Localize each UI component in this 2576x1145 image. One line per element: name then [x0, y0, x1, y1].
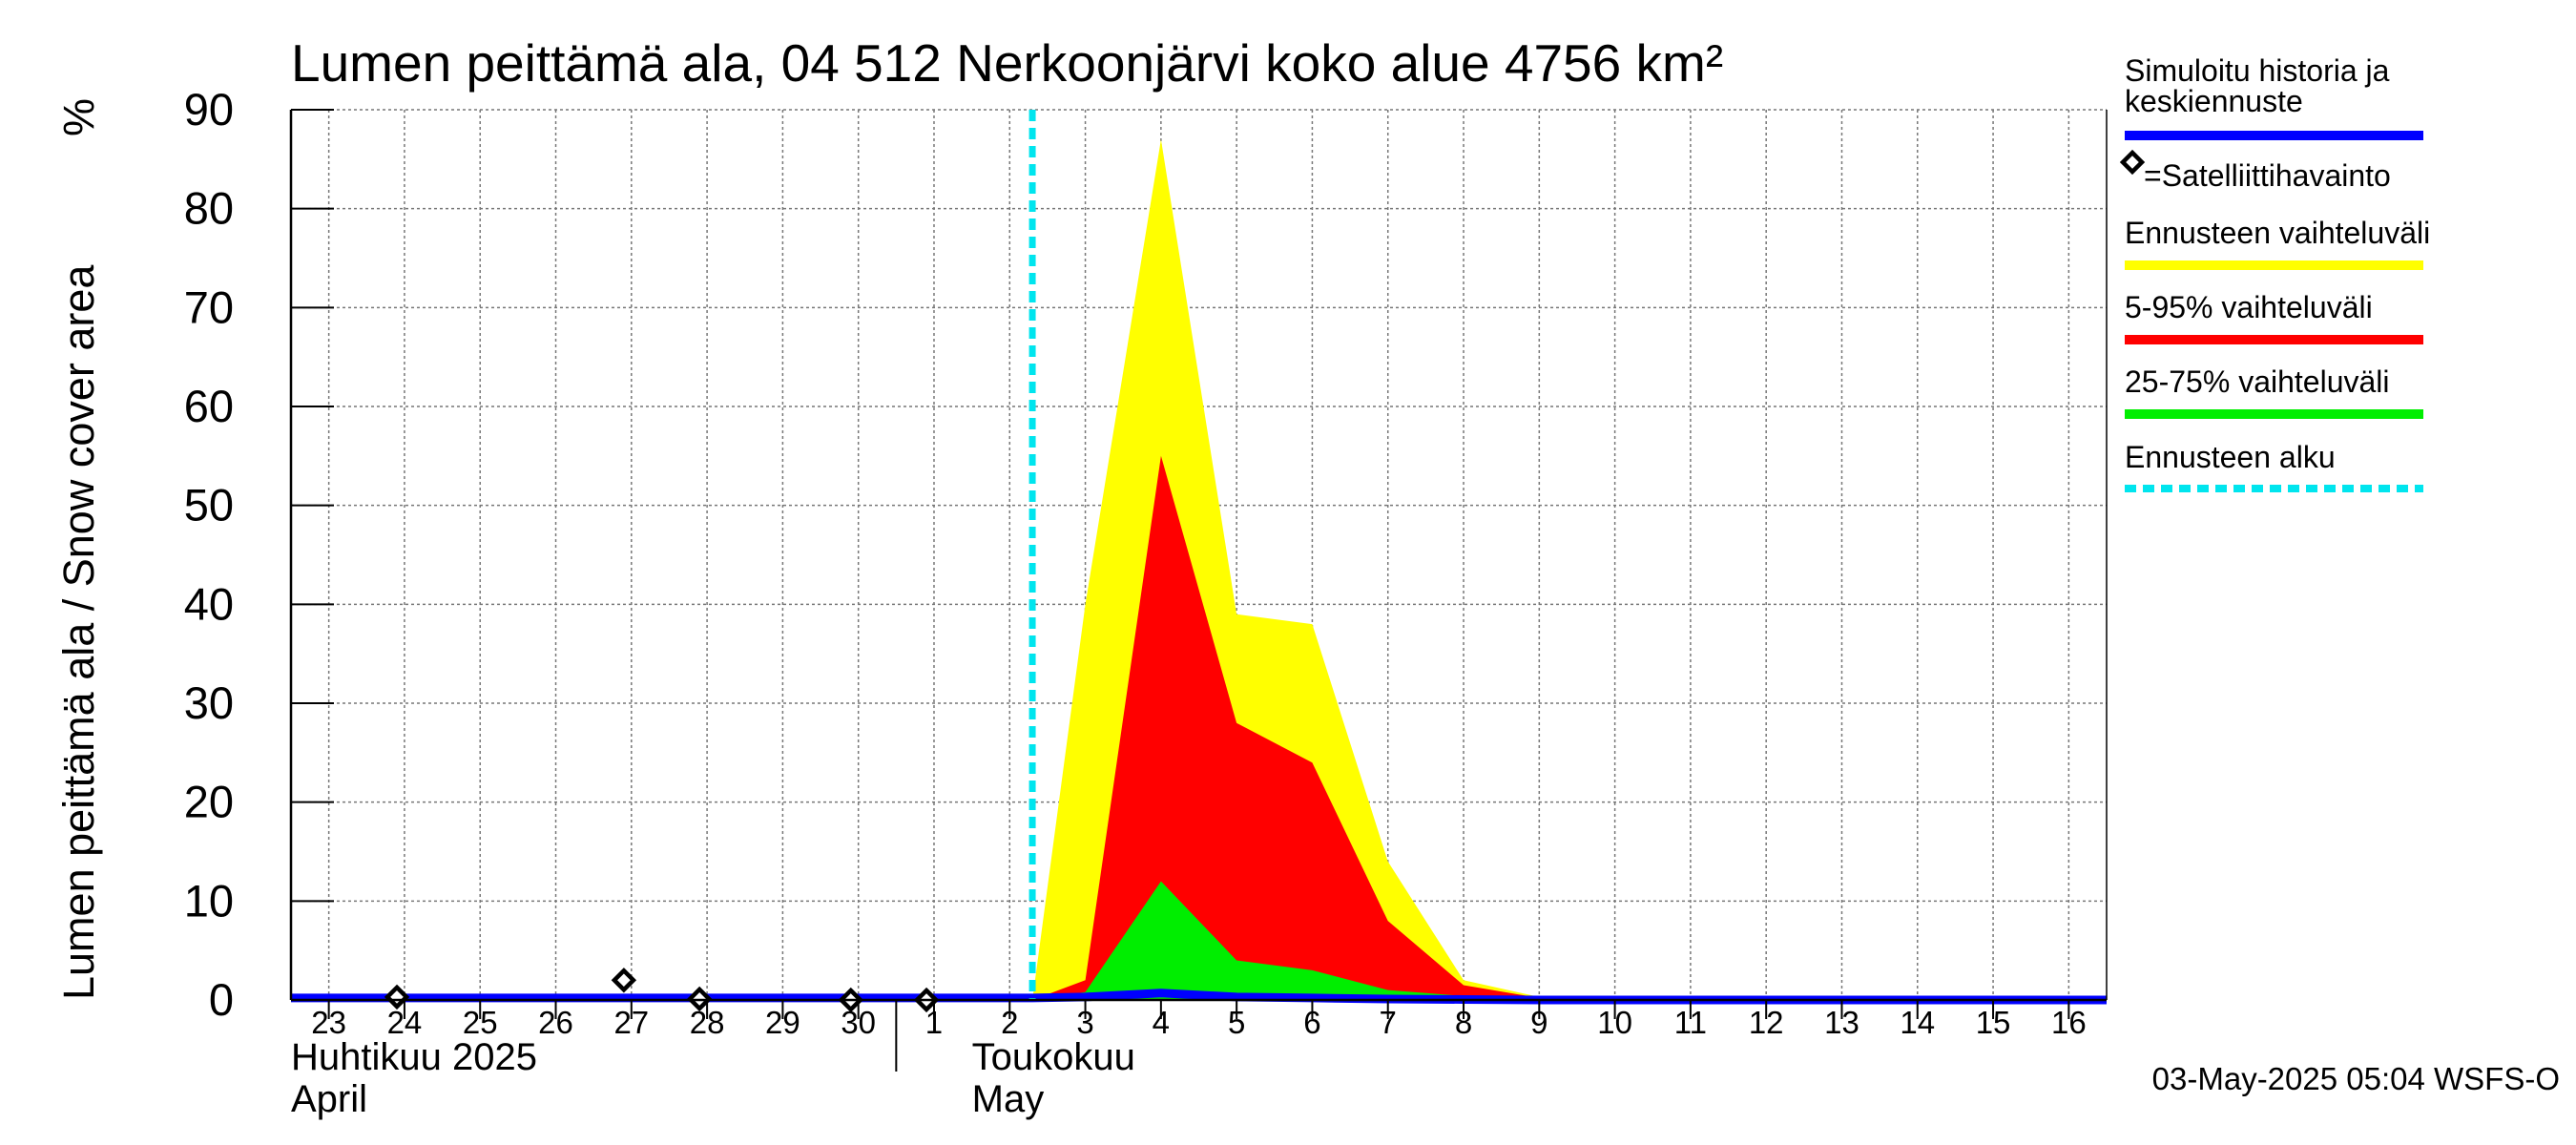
month-label-en: May — [972, 1078, 1045, 1120]
y-tick-label: 80 — [184, 183, 234, 234]
chart-title: Lumen peittämä ala, 04 512 Nerkoonjärvi … — [291, 33, 1723, 93]
x-tick-label: 25 — [463, 1005, 498, 1040]
x-tick-label: 7 — [1380, 1005, 1397, 1040]
legend-label: keskiennuste — [2125, 84, 2303, 118]
y-axis-unit: % — [54, 98, 103, 136]
x-tick-label: 26 — [538, 1005, 573, 1040]
month-label-fi: Toukokuu — [972, 1036, 1135, 1078]
satellite-markers — [384, 968, 940, 1013]
month-label-en: April — [291, 1078, 367, 1120]
x-tick-label: 10 — [1597, 1005, 1632, 1040]
x-tick-label: 5 — [1228, 1005, 1245, 1040]
y-tick-label: 30 — [184, 677, 234, 728]
x-tick-label: 1 — [925, 1005, 943, 1040]
x-tick-label: 29 — [765, 1005, 800, 1040]
x-tick-label: 24 — [387, 1005, 423, 1040]
forecast-areas — [1032, 139, 2107, 1001]
band-25-75-vaihteluv-li — [1032, 881, 2107, 1000]
x-tick-label: 15 — [1976, 1005, 2011, 1040]
satellite-marker — [384, 984, 410, 1010]
x-tick-label: 16 — [2051, 1005, 2087, 1040]
x-tick-label: 3 — [1076, 1005, 1093, 1040]
month-label-fi: Huhtikuu 2025 — [291, 1036, 537, 1078]
timestamp-footer: 03-May-2025 05:04 WSFS-O — [2152, 1061, 2560, 1096]
y-tick-label: 20 — [184, 777, 234, 827]
x-tick-label: 13 — [1824, 1005, 1859, 1040]
x-tick-label: 2 — [1001, 1005, 1018, 1040]
x-tick-label: 28 — [690, 1005, 725, 1040]
x-tick-label: 9 — [1530, 1005, 1548, 1040]
y-axis-label: Lumen peittämä ala / Snow cover area — [54, 264, 103, 1000]
y-tick-label: 60 — [184, 381, 234, 431]
x-tick-label: 8 — [1455, 1005, 1472, 1040]
legend-label: Simuloitu historia ja — [2125, 53, 2390, 88]
legend-label: =Satelliittihavainto — [2144, 158, 2391, 193]
y-tick-label: 40 — [184, 578, 234, 629]
legend-label: 25-75% vaihteluväli — [2125, 364, 2390, 399]
satellite-marker — [611, 968, 637, 993]
x-tick-label: 14 — [1900, 1005, 1935, 1040]
x-tick-label: 6 — [1303, 1005, 1320, 1040]
band-5-95-vaihteluv-li — [1032, 455, 2107, 1000]
grid — [291, 109, 2107, 1000]
legend-label: 5-95% vaihteluväli — [2125, 290, 2373, 324]
y-tick-label: 10 — [184, 875, 234, 926]
y-tick-label: 70 — [184, 281, 234, 332]
x-tick-label: 4 — [1153, 1005, 1170, 1040]
legend-label: Ennusteen vaihteluväli — [2125, 216, 2430, 250]
y-tick-label: 90 — [184, 84, 234, 135]
y-tick-label: 50 — [184, 480, 234, 531]
x-tick-label: 23 — [311, 1005, 346, 1040]
x-tick-label: 12 — [1749, 1005, 1784, 1040]
legend-label: Ennusteen alku — [2125, 440, 2336, 474]
x-tick-label: 27 — [613, 1005, 649, 1040]
legend-diamond-icon — [2119, 149, 2146, 176]
x-tick-label: 11 — [1674, 1005, 1707, 1040]
x-tick-label: 30 — [841, 1005, 876, 1040]
y-tick-label: 0 — [209, 974, 234, 1025]
